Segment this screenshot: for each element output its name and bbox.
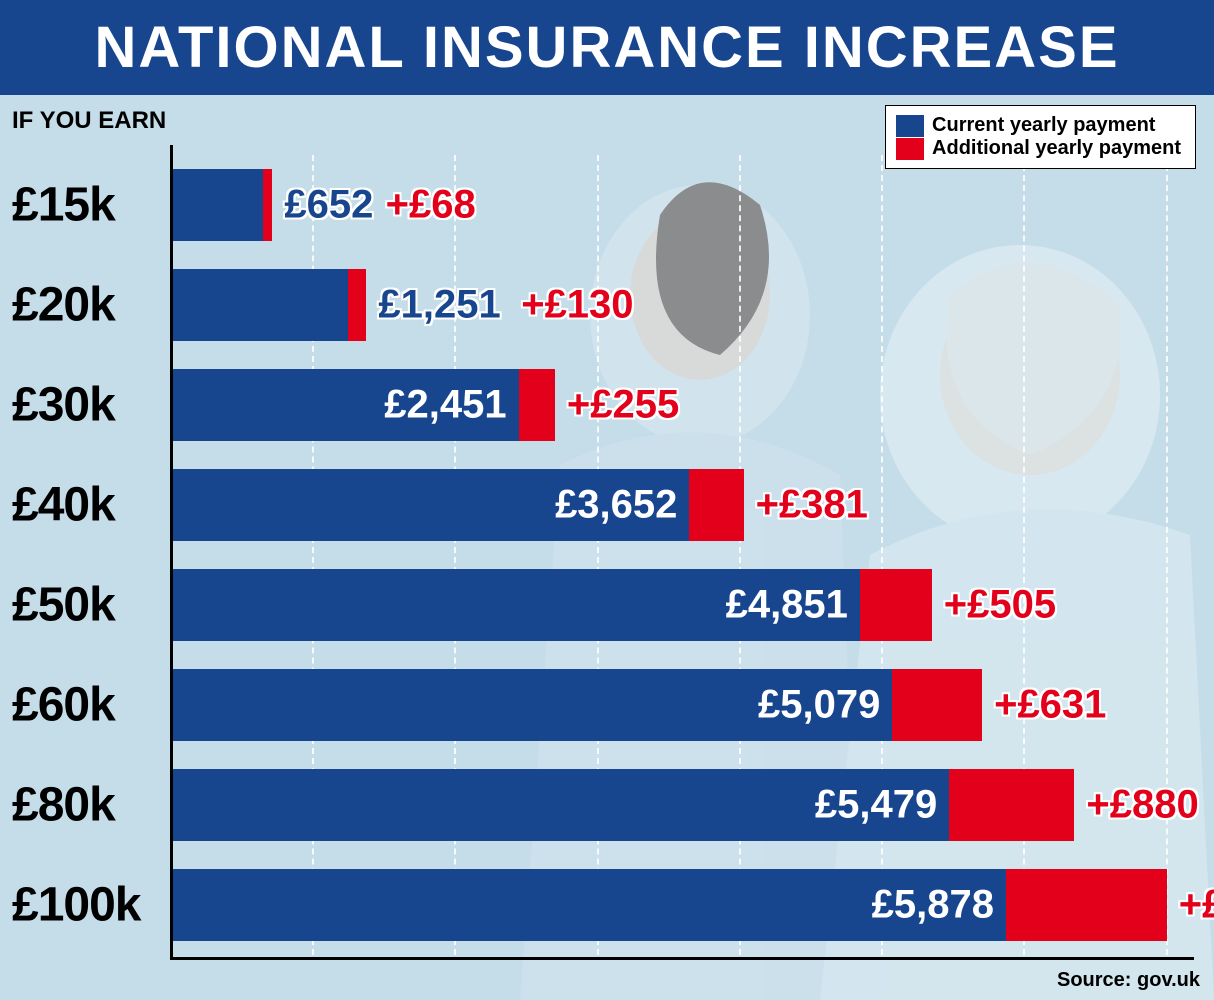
- value-current: £5,479: [815, 783, 937, 828]
- bar-row: £100k £5,878 +£1,130: [0, 855, 1214, 955]
- legend-label-current: Current yearly payment: [932, 114, 1155, 137]
- earn-label: £50k: [12, 578, 115, 633]
- value-current: £3,652: [555, 483, 677, 528]
- bar-current: [170, 269, 348, 341]
- value-current: £2,451: [384, 383, 506, 428]
- value-current: £4,851: [726, 583, 848, 628]
- bar-additional: [949, 769, 1074, 841]
- y-axis-line: [170, 145, 173, 960]
- chart-area: IF YOU EARN Current yearly payment Addit…: [0, 95, 1214, 1000]
- value-additional: +£130: [521, 283, 633, 328]
- bar-row: £80k £5,479 +£880: [0, 755, 1214, 855]
- bar-row: £15k £652 +£68: [0, 155, 1214, 255]
- bar-additional: [263, 169, 273, 241]
- title-bar: NATIONAL INSURANCE INCREASE: [0, 0, 1214, 95]
- source-text: Source: gov.uk: [1057, 969, 1200, 992]
- earn-label: £100k: [12, 878, 140, 933]
- bar-row: £60k £5,079 +£631: [0, 655, 1214, 755]
- infographic-root: NATIONAL INSURANCE INCREASE IF YOU EARN …: [0, 0, 1214, 1000]
- value-current: £5,878: [872, 883, 994, 928]
- value-additional: +£505: [944, 583, 1056, 628]
- chart-title: NATIONAL INSURANCE INCREASE: [94, 14, 1119, 81]
- value-current: £652: [284, 183, 373, 228]
- bar-additional: [519, 369, 555, 441]
- y-axis-title: IF YOU EARN: [12, 107, 166, 135]
- legend-item-additional: Additional yearly payment: [896, 137, 1181, 160]
- legend-swatch-additional: [896, 138, 924, 160]
- value-additional: +£255: [567, 383, 679, 428]
- value-additional: +£381: [756, 483, 868, 528]
- bar-row: £50k £4,851 +£505: [0, 555, 1214, 655]
- legend-label-additional: Additional yearly payment: [932, 137, 1181, 160]
- value-additional: +£1,130: [1179, 883, 1214, 928]
- legend-item-current: Current yearly payment: [896, 114, 1181, 137]
- bar-additional: [860, 569, 932, 641]
- bar-current: [170, 169, 263, 241]
- value-current: £5,079: [758, 683, 880, 728]
- bar-additional: [348, 269, 366, 341]
- bar-additional: [689, 469, 743, 541]
- value-current: £1,251: [378, 283, 500, 328]
- bar-row: £40k £3,652 +£381: [0, 455, 1214, 555]
- bars-container: £15k £652 +£68 £20k £1,251 +£130 £30k £2,451 +£2…: [0, 155, 1214, 955]
- earn-label: £80k: [12, 778, 115, 833]
- value-additional: +£68: [386, 183, 476, 228]
- earn-label: £60k: [12, 678, 115, 733]
- value-additional: +£631: [994, 683, 1106, 728]
- x-axis-line: [170, 957, 1194, 960]
- bar-row: £20k £1,251 +£130: [0, 255, 1214, 355]
- earn-label: £40k: [12, 478, 115, 533]
- value-additional: +£880: [1086, 783, 1198, 828]
- legend-swatch-current: [896, 115, 924, 137]
- earn-label: £15k: [12, 178, 115, 233]
- bar-row: £30k £2,451 +£255: [0, 355, 1214, 455]
- bar-additional: [892, 669, 982, 741]
- earn-label: £20k: [12, 278, 115, 333]
- earn-label: £30k: [12, 378, 115, 433]
- bar-additional: [1006, 869, 1167, 941]
- legend: Current yearly payment Additional yearly…: [885, 105, 1196, 169]
